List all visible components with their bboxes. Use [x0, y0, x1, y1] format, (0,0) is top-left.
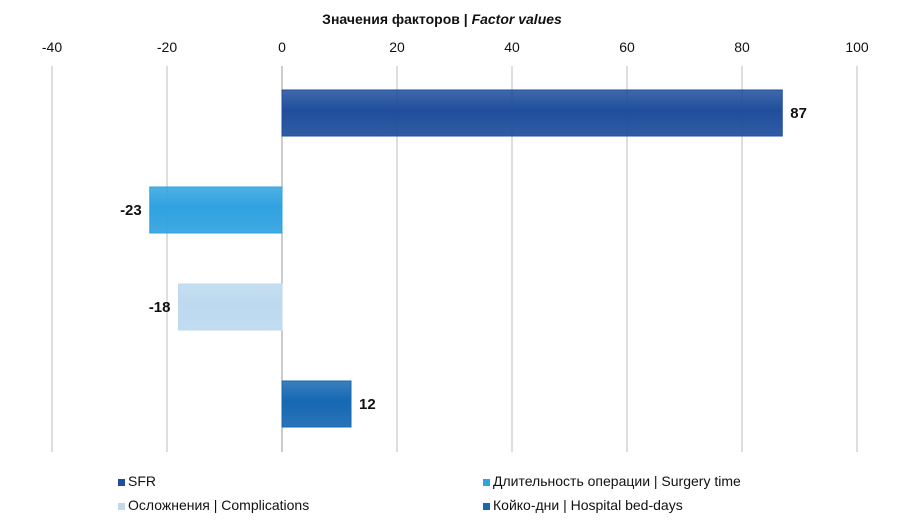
data-label-2: -18 — [149, 299, 171, 316]
legend-swatch-2 — [118, 503, 125, 510]
data-label-1: -23 — [120, 202, 142, 219]
legend-label-1: Длительность операции | Surgery time — [493, 473, 741, 489]
legend-swatch-0 — [118, 479, 125, 486]
legend-label-3: Койко-дни | Hospital bed-days — [493, 497, 683, 513]
data-labels: 87 -23 -18 12 — [120, 105, 807, 413]
x-tick-label: 0 — [278, 39, 286, 55]
chart-title-separator: | — [460, 11, 472, 27]
x-tick-label: 100 — [845, 39, 869, 55]
chart-title: Значения факторов | Factor values — [322, 11, 562, 27]
bar-3 — [281, 380, 352, 428]
bars — [149, 89, 783, 428]
legend-label-2: Осложнения | Complications — [128, 497, 309, 513]
x-tick-label: 20 — [389, 39, 405, 55]
x-tick-label: 80 — [734, 39, 750, 55]
bar-0 — [281, 89, 783, 137]
legend: SFR Длительность операции | Surgery time О… — [118, 473, 741, 513]
bar-2 — [178, 283, 283, 331]
bar-1 — [149, 186, 283, 234]
x-tick-label: 60 — [619, 39, 635, 55]
x-tick-label: 40 — [504, 39, 520, 55]
chart-title-en: Factor values — [472, 11, 562, 27]
chart-title-ru: Значения факторов — [322, 11, 460, 27]
x-tick-label: -20 — [157, 39, 177, 55]
x-axis-tick-labels: -40 -20 0 20 40 60 80 100 — [42, 39, 869, 55]
legend-swatch-1 — [483, 479, 490, 486]
x-tick-label: -40 — [42, 39, 62, 55]
legend-swatch-3 — [483, 503, 490, 510]
data-label-3: 12 — [359, 396, 376, 413]
legend-label-0: SFR — [128, 473, 156, 489]
data-label-0: 87 — [790, 105, 807, 122]
